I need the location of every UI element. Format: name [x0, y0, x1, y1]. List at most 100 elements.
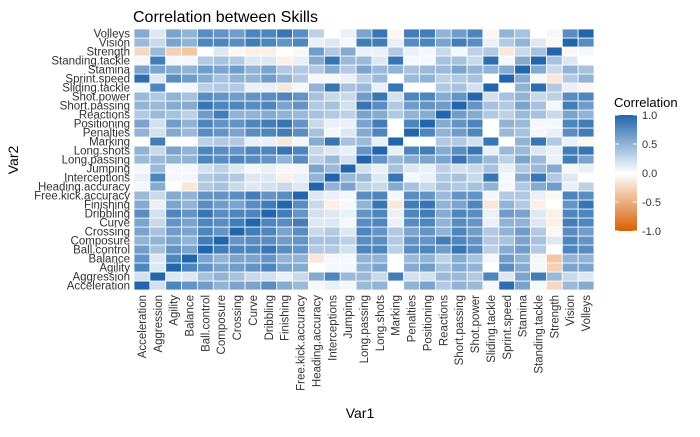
heatmap-cell	[371, 37, 389, 48]
heatmap-cell	[149, 217, 167, 228]
heatmap-cell	[339, 91, 357, 102]
heatmap-cell	[244, 226, 262, 237]
heatmap-cell	[212, 55, 230, 66]
heatmap-cell	[371, 100, 389, 111]
heatmap-cell	[228, 199, 246, 210]
heatmap-cell	[244, 181, 262, 192]
heatmap-cell	[323, 145, 341, 156]
heatmap-cell	[212, 253, 230, 264]
heatmap-cell	[165, 145, 182, 156]
heatmap-cell	[530, 109, 547, 120]
x-tick-label: Crossing	[232, 295, 244, 340]
heatmap-cell	[466, 37, 484, 48]
heatmap-cell	[561, 181, 579, 192]
heatmap-cell	[419, 271, 436, 282]
heatmap-cell	[434, 172, 452, 183]
heatmap-cell	[212, 217, 230, 228]
heatmap-cell	[308, 37, 325, 48]
heatmap-cell	[228, 46, 246, 57]
heatmap-cell	[133, 55, 151, 66]
heatmap-cell	[466, 208, 484, 219]
heatmap-cell	[212, 82, 230, 93]
heatmap-cell	[244, 190, 262, 201]
heatmap-cell	[371, 190, 389, 201]
heatmap-cell	[228, 145, 246, 156]
heatmap-cell	[419, 55, 436, 66]
y-tick-label: Penalties	[83, 128, 131, 140]
heatmap-cell	[371, 199, 389, 210]
heatmap-cell	[165, 253, 182, 264]
heatmap-cell	[165, 37, 182, 48]
heatmap-cell	[482, 73, 500, 84]
heatmap-cell	[371, 262, 389, 273]
heatmap-cell	[197, 127, 214, 138]
heatmap-cell	[514, 154, 531, 165]
heatmap-cell	[466, 109, 484, 120]
heatmap-cell	[165, 46, 182, 57]
heatmap-cell	[498, 46, 516, 57]
heatmap-cell	[466, 136, 484, 147]
heatmap-cell	[181, 244, 198, 255]
heatmap-cell	[276, 136, 294, 147]
heatmap-cell	[371, 55, 389, 66]
heatmap-cell	[323, 55, 341, 66]
heatmap-cell	[514, 109, 531, 120]
heatmap-cell	[434, 100, 452, 111]
heatmap-cell	[292, 46, 309, 57]
heatmap-cell	[561, 145, 579, 156]
heatmap-cell	[466, 217, 484, 228]
heatmap-cell	[577, 55, 595, 66]
heatmap-cell	[323, 64, 341, 75]
heatmap-cell	[355, 118, 373, 129]
heatmap-cell	[498, 109, 516, 120]
heatmap-cell	[466, 100, 484, 111]
heatmap-cell	[165, 154, 182, 165]
heatmap-cell	[498, 199, 516, 210]
heatmap-cell	[260, 28, 278, 39]
heatmap-cell	[387, 136, 405, 147]
heatmap-cell	[561, 154, 579, 165]
heatmap-cell	[530, 136, 547, 147]
heatmap-cell	[482, 91, 500, 102]
heatmap-cell	[466, 46, 484, 57]
heatmap-cell	[149, 82, 167, 93]
heatmap-cell	[403, 64, 420, 75]
heatmap-cell	[577, 235, 595, 246]
x-tick-label: Agility	[169, 295, 181, 326]
heatmap-cell	[546, 82, 563, 93]
heatmap-cell	[308, 64, 325, 75]
heatmap-cell	[165, 271, 182, 282]
heatmap-cell	[260, 64, 278, 75]
heatmap-cell	[482, 280, 500, 291]
heatmap-cell	[561, 55, 579, 66]
heatmap-cell	[165, 262, 182, 273]
heatmap-cell	[165, 55, 182, 66]
heatmap-cell	[419, 154, 436, 165]
heatmap-cell	[514, 217, 531, 228]
heatmap-cell	[181, 208, 198, 219]
heatmap-cell	[149, 154, 167, 165]
y-tick-label: Shot.power	[72, 92, 130, 104]
heatmap-cell	[387, 55, 405, 66]
heatmap-cell	[149, 109, 167, 120]
heatmap-cell	[450, 199, 468, 210]
heatmap-cell	[149, 190, 167, 201]
heatmap-cell	[228, 109, 246, 120]
heatmap-cell	[482, 181, 500, 192]
heatmap-cell	[546, 208, 563, 219]
heatmap-cell	[181, 190, 198, 201]
heatmap-cell	[244, 28, 262, 39]
heatmap-cell	[387, 109, 405, 120]
heatmap-cell	[482, 127, 500, 138]
heatmap-cell	[450, 226, 468, 237]
heatmap-cell	[165, 244, 182, 255]
heatmap-cell	[355, 28, 373, 39]
heatmap-cell	[308, 28, 325, 39]
heatmap-cell	[308, 253, 325, 264]
heatmap-cell	[276, 262, 294, 273]
x-tick-label: Heading.accuracy	[311, 295, 323, 387]
heatmap-cell	[355, 64, 373, 75]
heatmap-cell	[450, 280, 468, 291]
heatmap-cell	[482, 271, 500, 282]
heatmap-cell	[181, 136, 198, 147]
